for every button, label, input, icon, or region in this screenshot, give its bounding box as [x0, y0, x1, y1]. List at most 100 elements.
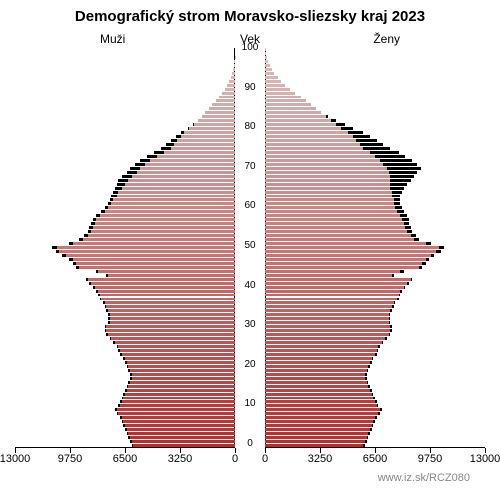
age-tick: 100 [235, 43, 265, 53]
female-bar-inner [265, 317, 389, 320]
female-bar-inner [265, 92, 295, 95]
female-bar-inner [265, 167, 387, 170]
female-bar-inner [265, 72, 274, 75]
male-bar-inner [174, 143, 235, 146]
male-bar-inner [127, 428, 235, 431]
age-tick: 30 [235, 320, 265, 330]
female-bar-inner [265, 151, 370, 154]
female-bar-inner [265, 301, 394, 304]
female-bar-inner [265, 349, 377, 352]
age-axis-gap: 1009080706050403020100 [235, 48, 265, 448]
female-bar-inner [265, 258, 426, 261]
female-bar-inner [265, 56, 267, 59]
female-bar-inner [265, 325, 390, 328]
female-bar-inner [265, 99, 306, 102]
male-bar-inner [106, 325, 235, 328]
x-tick-label: 9750 [50, 453, 90, 465]
female-bar-inner [265, 226, 405, 229]
female-bar-inner [265, 385, 368, 388]
female-bar-inner [265, 393, 372, 396]
x-tick-label: 3250 [300, 453, 340, 465]
female-bar-inner [265, 115, 326, 118]
male-bar-inner [132, 373, 235, 376]
age-tick: 90 [235, 83, 265, 93]
male-bar-inner [125, 393, 235, 396]
male-bar-inner [118, 345, 235, 348]
male-bar-inner [111, 337, 235, 340]
female-bar-inner [265, 444, 363, 447]
male-bar-inner [113, 198, 235, 201]
x-tick-label: 0 [245, 453, 285, 465]
male-bar-inner [95, 222, 235, 225]
female-bar-inner [265, 206, 395, 209]
female-bar-inner [265, 171, 389, 174]
male-bar-inner [122, 353, 235, 356]
male-bar-inner [133, 444, 235, 447]
male-bar-inner [181, 135, 235, 138]
female-bar-inner [265, 76, 278, 79]
male-bar-inner [225, 88, 235, 91]
male-bar-inner [100, 214, 235, 217]
male-bar-inner [198, 119, 235, 122]
female-bar-inner [265, 96, 301, 99]
male-bar-inner [128, 179, 235, 182]
male-bar-inner [105, 301, 235, 304]
male-bar-inner [222, 92, 235, 95]
female-bar-inner [265, 123, 336, 126]
chart-title: Demografický strom Moravsko-sliezsky kra… [0, 8, 500, 25]
female-bar-inner [265, 60, 268, 63]
female-bar-inner [265, 88, 290, 91]
female-bar-inner [265, 163, 383, 166]
female-bar-inner [265, 52, 266, 55]
age-tick: 20 [235, 360, 265, 370]
female-bar-inner [265, 147, 363, 150]
male-bar-inner [91, 282, 235, 285]
male-bar-inner [177, 139, 235, 142]
female-bar-inner [265, 337, 385, 340]
male-bar-inner [128, 432, 235, 435]
female-bar-inner [265, 131, 348, 134]
male-bar-inner [73, 242, 235, 245]
male-bar-inner [108, 274, 235, 277]
female-bar-inner [265, 329, 390, 332]
male-bar-inner [157, 155, 235, 158]
female-bar-inner [265, 400, 375, 403]
male-bar-inner [117, 408, 235, 411]
female-bar-inner [265, 183, 390, 186]
x-tick-label: 3250 [160, 453, 200, 465]
male-bar-inner [123, 420, 235, 423]
female-bar-inner [265, 424, 372, 427]
female-bar-inner [265, 159, 380, 162]
female-bar-inner [265, 195, 392, 198]
male-bar-inner [120, 349, 235, 352]
male-bar-inner [125, 424, 235, 427]
female-bar-inner [265, 361, 370, 364]
male-bar-inner [66, 254, 235, 257]
female-bar-inner [265, 111, 321, 114]
female-bar-inner [265, 262, 422, 265]
source-label: www.iz.sk/RCZ080 [378, 472, 470, 484]
male-bar-inner [120, 404, 235, 407]
age-tick: 50 [235, 241, 265, 251]
x-tick-label: 6500 [105, 453, 145, 465]
female-bar-inner [265, 127, 341, 130]
female-bar-inner [265, 353, 375, 356]
male-bar-inner [110, 313, 235, 316]
female-bar-inner [265, 143, 360, 146]
male-bar-inner [93, 226, 235, 229]
female-bar-inner [265, 282, 407, 285]
female-bar-inner [265, 84, 285, 87]
age-tick: 40 [235, 281, 265, 291]
female-bar-inner [265, 250, 436, 253]
female-bar-inner [265, 290, 400, 293]
female-bar-inner [265, 218, 402, 221]
male-bar-inner [122, 187, 235, 190]
female-bar-inner [265, 139, 356, 142]
x-tick-label: 13000 [0, 453, 35, 465]
female-bar-inner [265, 254, 431, 257]
male-bar-inner [59, 250, 235, 253]
female-bar-inner [265, 270, 400, 273]
male-bar-inner [128, 385, 235, 388]
male-bar-inner [123, 397, 235, 400]
female-bar-inner [265, 440, 365, 443]
